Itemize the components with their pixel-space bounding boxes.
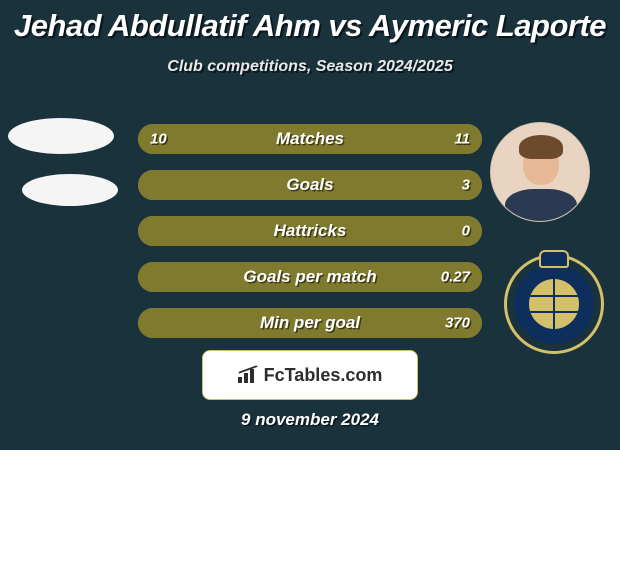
stat-bars: Matches10 11 Goals3 Hattricks0 Goals per mat… — [138, 124, 482, 354]
stat-value-right: 3 — [462, 177, 470, 194]
stat-row: Matches10 11 — [138, 124, 482, 154]
stat-label: Matches — [138, 129, 482, 149]
club-left-badge-placeholder — [22, 174, 118, 206]
date-text: 9 november 2024 — [0, 410, 620, 430]
stat-label: Goals — [138, 175, 482, 195]
stat-value-right: 0 — [462, 223, 470, 240]
chart-icon — [238, 367, 258, 383]
stat-label: Hattricks — [138, 221, 482, 241]
stat-value-right: 370 — [445, 315, 470, 332]
subtitle: Club competitions, Season 2024/2025 — [0, 58, 620, 76]
stat-row: Hattricks0 — [138, 216, 482, 246]
page-title: Jehad Abdullatif Ahm vs Aymeric Laporte — [0, 0, 620, 44]
stat-value-right: 0.27 — [441, 269, 470, 286]
player-right-avatar — [490, 122, 590, 222]
stat-row: Goals per match0.27 — [138, 262, 482, 292]
stat-row: Goals3 — [138, 170, 482, 200]
stat-value-right: 11 — [454, 131, 470, 148]
comparison-panel: Jehad Abdullatif Ahm vs Aymeric Laporte … — [0, 0, 620, 450]
club-right-badge — [504, 254, 604, 354]
source-badge: FcTables.com — [202, 350, 418, 400]
source-label: FcTables.com — [264, 365, 383, 386]
stat-label: Min per goal — [138, 313, 482, 333]
player-left-avatar-placeholder — [8, 118, 114, 154]
stat-value-left: 10 — [150, 131, 167, 148]
stat-row: Min per goal370 — [138, 308, 482, 338]
stat-label: Goals per match — [138, 267, 482, 287]
